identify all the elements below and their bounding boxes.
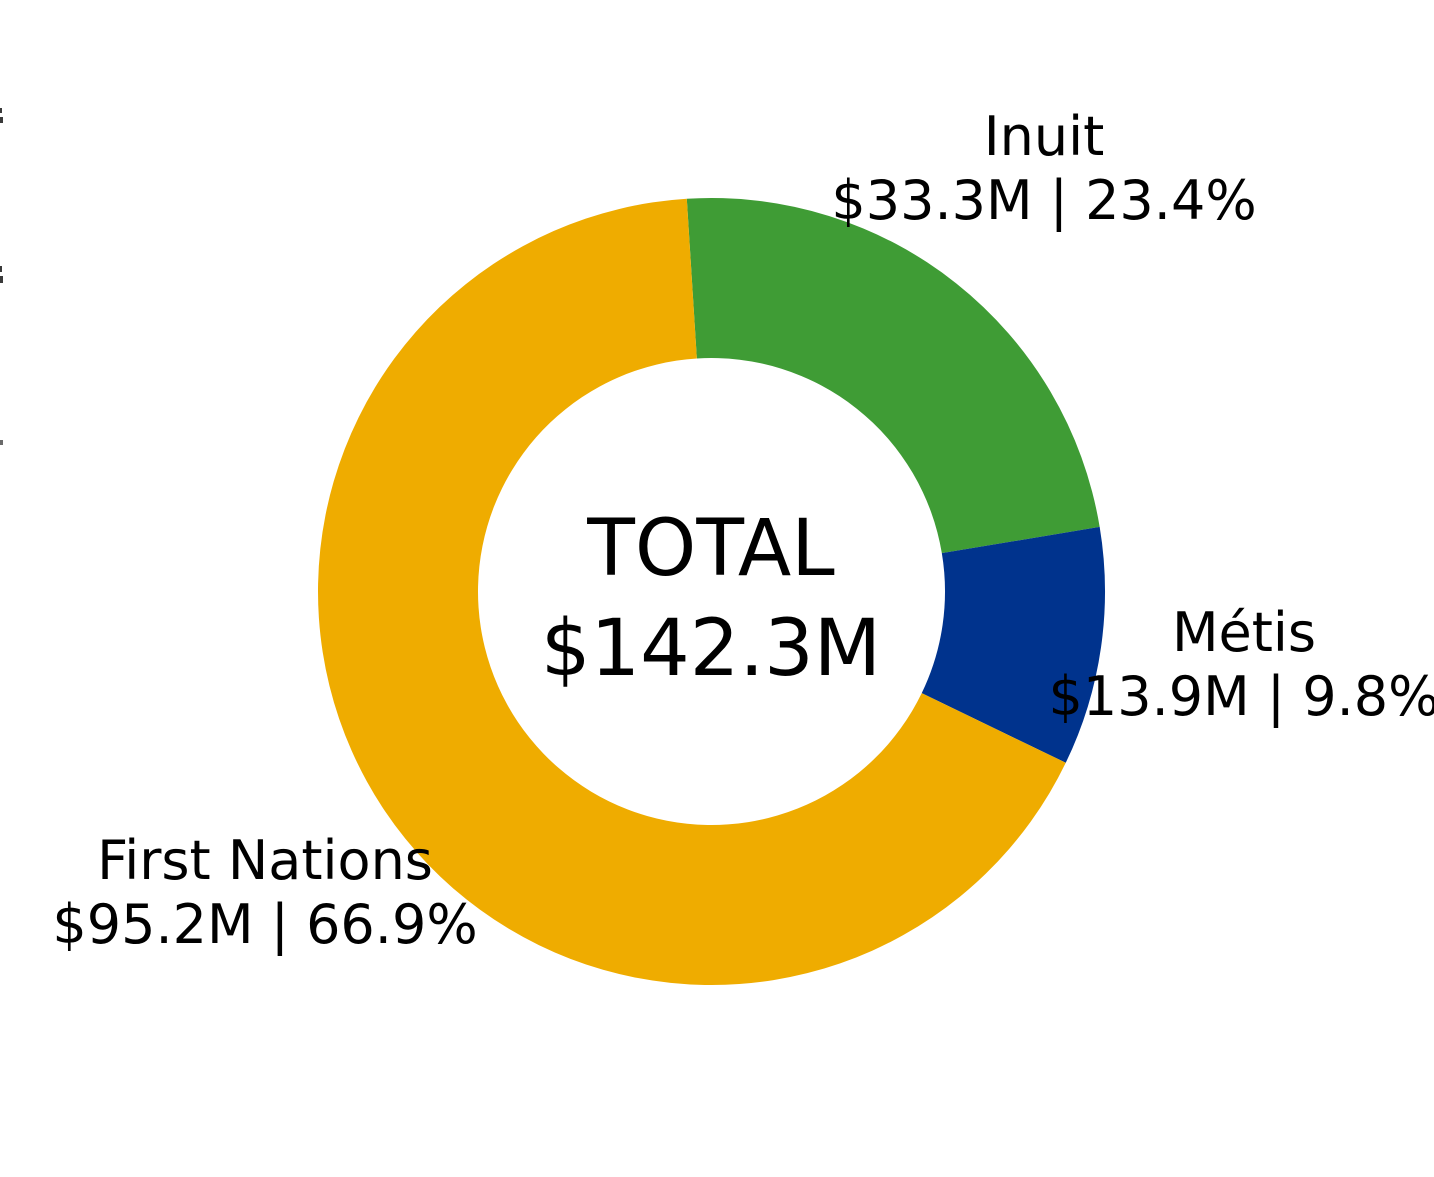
label-first-nations-name: First Nations bbox=[97, 829, 433, 892]
center-total: TOTAL $142.3M bbox=[541, 499, 881, 699]
center-total-value: $142.3M bbox=[540, 604, 882, 694]
clipped-glyph-fragment bbox=[0, 108, 2, 113]
clipped-glyph-fragment bbox=[0, 266, 2, 272]
center-total-title: TOTAL bbox=[587, 504, 835, 594]
label-first-nations: First Nations $95.2M | 66.9% bbox=[52, 829, 477, 957]
clipped-glyph-fragment bbox=[0, 276, 3, 283]
label-metis: Métis $13.9M | 9.8% bbox=[1049, 601, 1434, 729]
label-first-nations-value: $95.2M | 66.9% bbox=[52, 893, 478, 956]
label-inuit: Inuit $33.3M | 23.4% bbox=[831, 105, 1256, 233]
clipped-glyph-fragment bbox=[0, 440, 3, 445]
label-inuit-value: $33.3M | 23.4% bbox=[831, 169, 1257, 232]
donut-segment-first-nations bbox=[317, 198, 1066, 986]
label-metis-value: $13.9M | 9.8% bbox=[1048, 665, 1434, 728]
donut-segment-inuit bbox=[686, 198, 1100, 554]
label-inuit-name: Inuit bbox=[983, 105, 1105, 168]
clipped-glyph-fragment bbox=[0, 117, 3, 123]
donut-segment-metis bbox=[921, 526, 1105, 763]
label-metis-name: Métis bbox=[1171, 601, 1317, 664]
